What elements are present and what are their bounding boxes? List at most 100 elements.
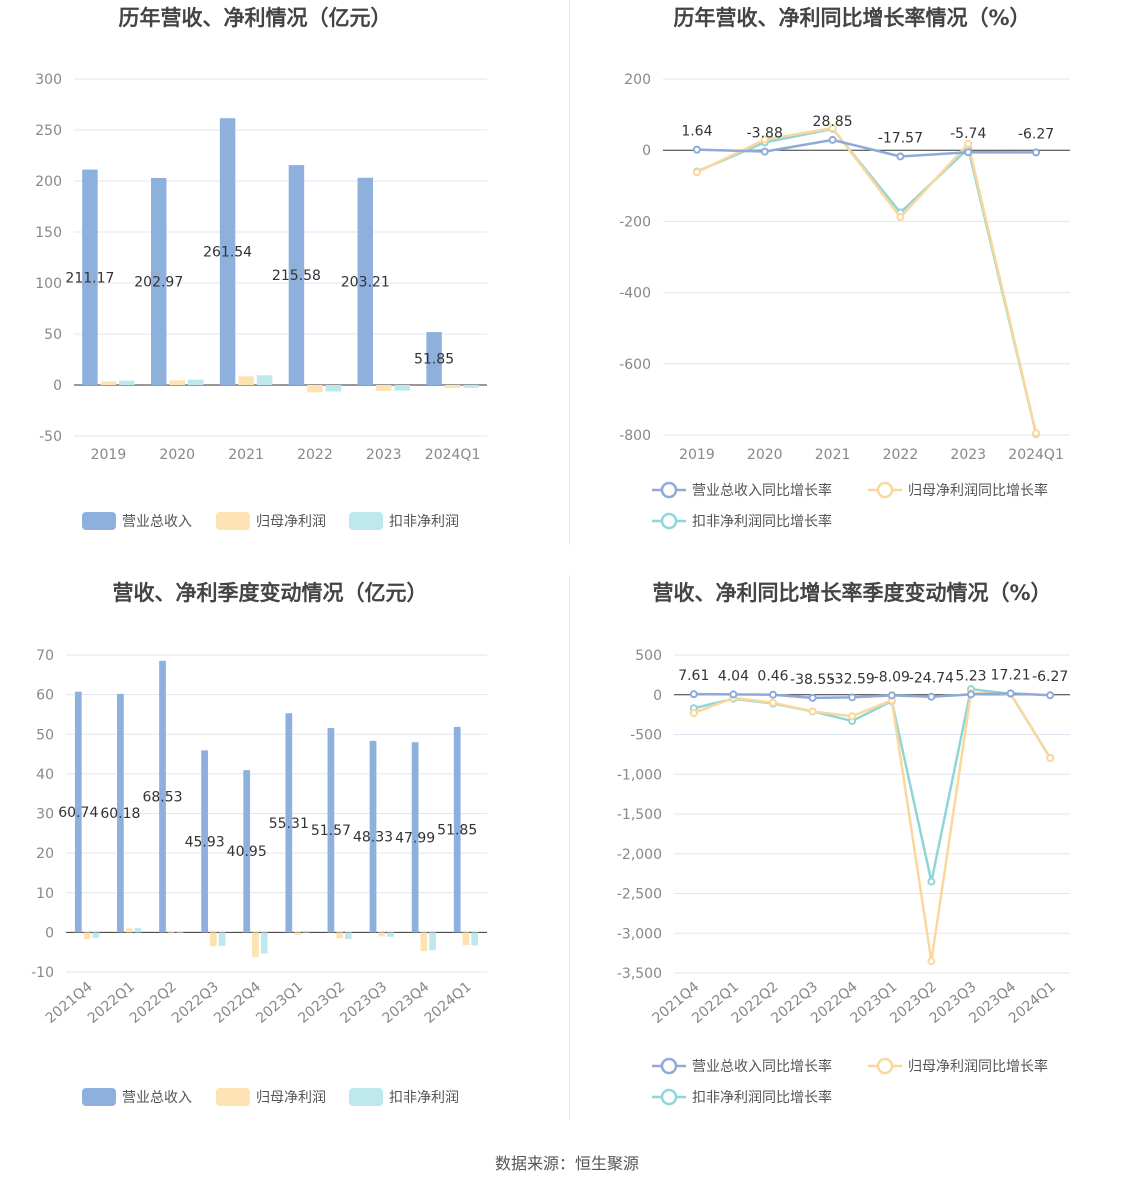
revenue-growth-data-label: -3.88 — [747, 126, 783, 142]
revenue-growth-point — [808, 693, 817, 702]
legend-label: 营业总收入同比增长率 — [692, 482, 832, 499]
revenue-growth-data-label: 5.23 — [955, 668, 986, 684]
y-tick-label: -600 — [619, 357, 651, 373]
revenue-data-label: 202.97 — [134, 274, 183, 290]
chart-title: 历年营收、净利情况（亿元） — [119, 6, 392, 30]
net-profit-growth-point — [689, 709, 698, 718]
deducted-profit-bar — [260, 932, 268, 954]
revenue-data-label: 60.74 — [58, 805, 98, 821]
y-tick-label: 70 — [36, 648, 54, 664]
revenue-growth-data-label: -32.59 — [830, 671, 875, 687]
y-tick-label: 250 — [35, 123, 62, 139]
revenue-data-label: 215.58 — [272, 268, 321, 284]
legend-label: 营业总收入同比增长率 — [692, 1058, 832, 1075]
net-profit-bar — [336, 932, 344, 939]
revenue-growth-point — [689, 690, 698, 699]
y-tick-label: 50 — [44, 327, 62, 343]
revenue-growth-point — [967, 690, 975, 699]
legend-label: 归母净利润同比增长率 — [908, 1058, 1048, 1075]
revenue-growth-line — [693, 692, 1051, 700]
quarterly-amounts-chart: 营收、净利季度变动情况（亿元） 70 60 50 40 30 20 10 0 -10 2021Q4 2… — [0, 575, 570, 1135]
chart-title: 营收、净利同比增长率季度变动情况（%） — [652, 581, 1051, 605]
legend-label: 扣非净利润同比增长率 — [692, 1089, 832, 1106]
revenue-growth-data-label: -17.57 — [878, 130, 923, 146]
x-tick-label: 2022 — [883, 447, 919, 463]
legend-label: 归母净利润 — [256, 513, 326, 530]
y-tick-label: -400 — [619, 286, 651, 302]
net-profit-growth-point — [1032, 429, 1041, 438]
revenue-growth-data-label: -38.55 — [790, 672, 835, 688]
annual-amounts-chart: 历年营收、净利情况（亿元） 300 250 200 150 100 50 0 -50 2019 20… — [0, 0, 570, 560]
revenue-growth-point — [887, 691, 896, 700]
deducted-profit-bar — [119, 380, 135, 385]
revenue-data-label: 40.95 — [227, 844, 267, 860]
revenue-data-label: 68.53 — [142, 790, 182, 806]
revenue-data-label: 203.21 — [341, 274, 390, 290]
x-tick-label: 2024Q1 — [422, 979, 475, 1027]
revenue-growth-point — [692, 145, 701, 154]
x-tick-label: 2023Q2 — [295, 979, 348, 1027]
net-profit-bar — [83, 932, 91, 940]
panel-divider-top — [569, 0, 570, 545]
deducted-profit-bar — [256, 375, 273, 385]
y-tick-label: 500 — [635, 648, 662, 664]
legend-swatch — [349, 512, 383, 530]
revenue-growth-point — [927, 692, 936, 701]
net-profit-bar — [462, 932, 470, 946]
deducted-profit-bar — [345, 932, 352, 940]
net-profit-bar — [100, 381, 117, 385]
revenue-bar — [151, 177, 167, 385]
x-tick-label: 2019 — [679, 447, 715, 463]
revenue-bar — [288, 165, 305, 385]
deducted-profit-bar — [134, 928, 142, 933]
legend-marker — [876, 1057, 894, 1075]
data-source-note: 数据来源：恒生聚源 — [494, 1154, 639, 1173]
revenue-data-label: 55.31 — [269, 816, 309, 832]
revenue-growth-data-label: 7.61 — [678, 668, 709, 684]
revenue-growth-data-label: 4.04 — [718, 668, 749, 684]
chart-title: 营收、净利季度变动情况（亿元） — [113, 581, 428, 605]
net-profit-bar — [209, 932, 217, 947]
deducted-profit-bar — [325, 385, 342, 392]
legend-label: 营业总收入 — [122, 1090, 192, 1106]
net-profit-bar — [444, 385, 461, 389]
net-profit-growth-point — [760, 135, 769, 144]
y-tick-label: 60 — [36, 688, 54, 704]
revenue-growth-point — [1032, 148, 1041, 157]
legend-label: 营业总收入 — [122, 514, 192, 530]
x-tick-label: 2023Q3 — [337, 979, 390, 1027]
revenue-data-label: 47.99 — [395, 830, 435, 846]
x-tick-label: 2021 — [815, 447, 851, 463]
revenue-growth-data-label: -8.09 — [874, 669, 910, 685]
revenue-bar — [201, 750, 208, 933]
revenue-bar — [327, 728, 335, 933]
y-tick-label: 0 — [45, 925, 54, 941]
x-tick-label: 2023Q4 — [380, 979, 433, 1027]
y-tick-label: -1,000 — [617, 767, 662, 783]
x-tick-label: 2022Q3 — [169, 979, 222, 1027]
x-tick-label: 2021Q4 — [43, 979, 96, 1027]
net-profit-growth-point — [692, 168, 701, 177]
net-profit-growth-line — [696, 126, 1038, 434]
y-tick-label: 150 — [35, 225, 62, 241]
annual-growth-svg: 历年营收、净利同比增长率情况（%） 200 0 -200 -400 -600 -800 201… — [619, 6, 1070, 530]
deducted-profit-bar — [463, 385, 479, 388]
y-tick-label: 30 — [36, 807, 54, 823]
x-tick-label: 2023 — [950, 447, 986, 463]
y-tick-label: -10 — [31, 965, 54, 981]
x-tick-label: 2022Q1 — [85, 979, 138, 1027]
net-profit-bar — [376, 385, 392, 391]
revenue-bar — [369, 740, 377, 933]
revenue-bar — [243, 770, 251, 933]
annual-amounts-svg: 历年营收、净利情况（亿元） 300 250 200 150 100 50 0 -50 2019 20… — [35, 6, 487, 530]
chart-title: 历年营收、净利同比增长率情况（%） — [673, 6, 1030, 30]
revenue-bar — [117, 693, 124, 933]
revenue-growth-point — [828, 135, 837, 144]
deducted-profit-bar — [471, 932, 479, 946]
legend-label: 扣非净利润 — [389, 514, 459, 530]
y-tick-label: 0 — [653, 688, 662, 704]
net-profit-growth-point — [828, 124, 837, 133]
y-tick-label: -200 — [619, 214, 651, 230]
revenue-growth-point — [769, 690, 777, 699]
deducted-profit-bar — [302, 930, 310, 933]
